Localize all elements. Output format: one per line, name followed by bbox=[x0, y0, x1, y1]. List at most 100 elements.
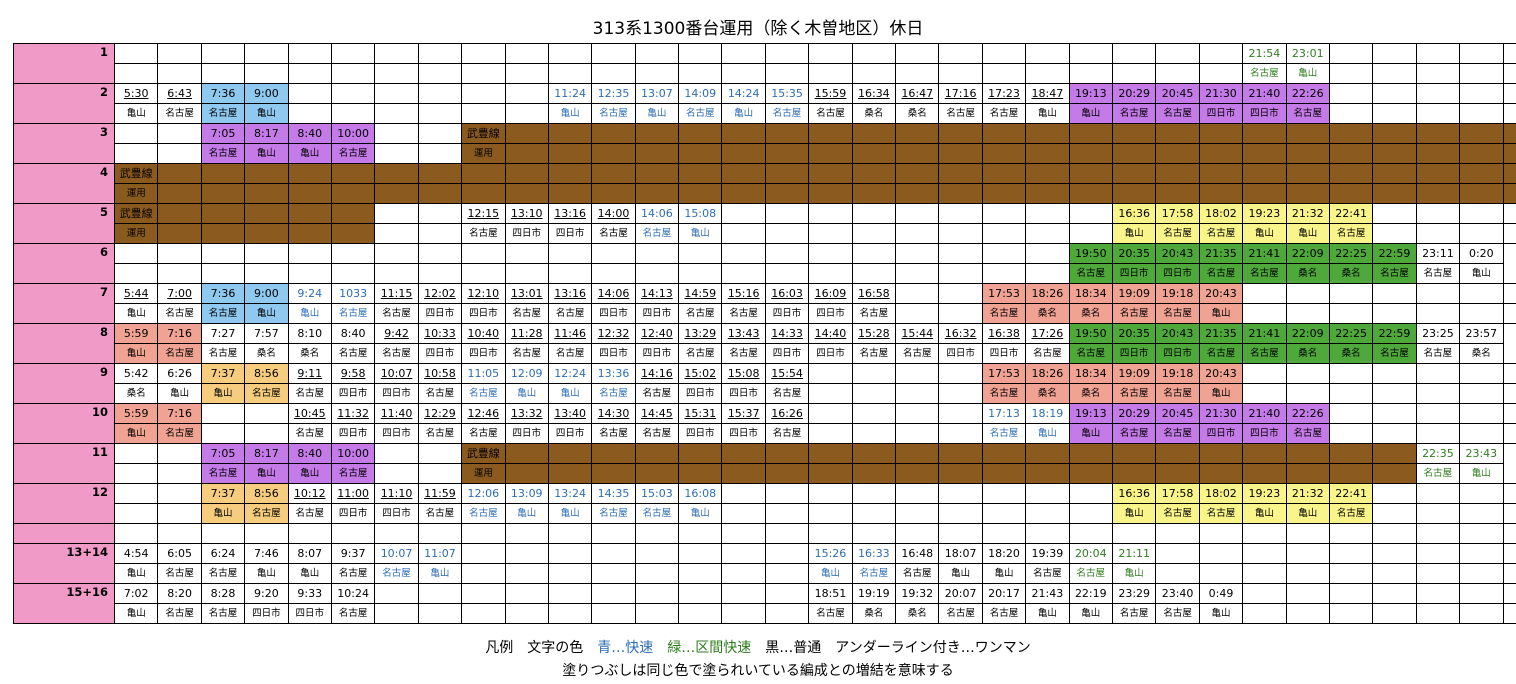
departure-time-cell bbox=[938, 43, 983, 64]
station-cell bbox=[981, 463, 1027, 484]
departure-time-cell: 8:28 bbox=[200, 583, 246, 604]
departure-time-cell: 7:16 bbox=[157, 323, 202, 344]
station-cell bbox=[895, 263, 940, 284]
station-cell bbox=[1502, 303, 1516, 324]
departure-time-cell: 19:23 bbox=[1242, 483, 1287, 504]
departure-time-cell bbox=[1025, 443, 1070, 464]
station-cell: 名古屋 bbox=[851, 343, 897, 364]
departure-time-cell bbox=[287, 43, 332, 64]
departure-time-cell bbox=[851, 363, 897, 384]
departure-time-cell bbox=[200, 243, 246, 264]
station-cell bbox=[157, 143, 202, 164]
station-cell: 四日市 bbox=[808, 303, 853, 324]
station-cell: 名古屋 bbox=[504, 343, 549, 364]
departure-time-cell: 16:08 bbox=[678, 483, 723, 504]
departure-time-cell: 10:00 bbox=[330, 123, 376, 144]
departure-time-cell bbox=[895, 203, 940, 224]
station-cell: 名古屋 bbox=[547, 343, 593, 364]
station-cell bbox=[895, 463, 940, 484]
departure-time-cell: 15:16 bbox=[721, 283, 766, 304]
table-row: 15+16 7:02 8:20 8:28 9:20 9:33 10:24 18:51 19:19… bbox=[13, 583, 1516, 624]
station-cell bbox=[1459, 303, 1504, 324]
station-cell bbox=[721, 223, 766, 244]
station-cell bbox=[634, 63, 680, 84]
station-cell bbox=[591, 63, 636, 84]
station-cell: 名古屋 bbox=[1111, 423, 1157, 444]
station-cell bbox=[1328, 303, 1374, 324]
station-cell: 名古屋 bbox=[461, 383, 506, 404]
station-cell: 名古屋 bbox=[1155, 603, 1200, 624]
departure-time-cell bbox=[461, 163, 506, 184]
station-cell: 亀山 bbox=[157, 383, 202, 404]
departure-time-cell: 18:26 bbox=[1025, 363, 1070, 384]
departure-time-cell bbox=[504, 123, 549, 144]
departure-time-cell bbox=[721, 543, 766, 564]
station-cell: 桑名 bbox=[1459, 343, 1504, 364]
station-cell bbox=[591, 563, 636, 584]
blank-cell bbox=[287, 523, 332, 544]
departure-time-cell: 17:58 bbox=[1155, 203, 1200, 224]
station-cell bbox=[461, 263, 506, 284]
departure-time-cell bbox=[981, 43, 1027, 64]
station-cell bbox=[981, 223, 1027, 244]
departure-time-cell bbox=[1372, 363, 1417, 384]
table-row-stations: 亀山 名古屋 名古屋 桑名 桑名 名古屋 名古屋 四日市 四日市 名古屋 名古屋 四日市 四日市 名古屋名… bbox=[14, 343, 1516, 364]
departure-time-cell bbox=[1242, 583, 1287, 604]
departure-time-cell bbox=[938, 203, 983, 224]
station-cell bbox=[764, 563, 810, 584]
departure-time-cell: 15:35 bbox=[764, 83, 810, 104]
station-cell bbox=[1198, 143, 1244, 164]
departure-time-cell: 12:06 bbox=[461, 483, 506, 504]
departure-time-cell bbox=[1502, 43, 1516, 64]
departure-time-cell bbox=[1372, 443, 1417, 464]
station-cell bbox=[938, 263, 983, 284]
station-cell bbox=[591, 183, 636, 204]
departure-time-cell bbox=[981, 163, 1027, 184]
station-cell: 運用 bbox=[113, 223, 159, 244]
departure-time-cell bbox=[721, 483, 766, 504]
station-cell bbox=[157, 63, 202, 84]
departure-time-cell bbox=[113, 443, 159, 464]
station-cell: 名古屋 bbox=[1198, 343, 1244, 364]
departure-time-cell: 22:59 bbox=[1372, 323, 1417, 344]
station-cell bbox=[938, 303, 983, 324]
legend-separator-2 bbox=[751, 640, 765, 656]
station-cell: 亀山 bbox=[1198, 603, 1244, 624]
departure-time-cell bbox=[200, 43, 246, 64]
departure-time-cell: 18:19 bbox=[1025, 403, 1070, 424]
blank-cell bbox=[244, 523, 289, 544]
departure-time-cell bbox=[417, 583, 463, 604]
departure-time-cell: 19:09 bbox=[1111, 283, 1157, 304]
departure-time-cell: 13:36 bbox=[591, 363, 636, 384]
departure-time-cell: 7:27 bbox=[200, 323, 246, 344]
station-cell bbox=[417, 463, 463, 484]
departure-time-cell: 14:33 bbox=[764, 323, 810, 344]
table-row-stations: 亀山 名古屋 名古屋 四日市 四日市 名古屋 名古屋 桑名 桑名 名古屋 名古屋 亀山 亀山 名古屋 名古屋… bbox=[14, 603, 1516, 624]
blank-cell bbox=[547, 523, 593, 544]
departure-time-cell bbox=[851, 43, 897, 64]
departure-time-cell bbox=[634, 163, 680, 184]
departure-time-cell: 22:19 bbox=[1068, 583, 1113, 604]
departure-time-cell bbox=[764, 163, 810, 184]
departure-time-cell: 8:17 bbox=[244, 123, 289, 144]
departure-time-cell: 9:33 bbox=[287, 583, 332, 604]
station-cell bbox=[1198, 63, 1244, 84]
departure-time-cell bbox=[851, 203, 897, 224]
station-cell: 名古屋 bbox=[721, 343, 766, 364]
departure-time-cell bbox=[938, 363, 983, 384]
station-cell bbox=[157, 263, 202, 284]
table-row-stations: 名古屋 四日市 四日市 名古屋 名古屋 桑名 桑名 名古屋 名古屋 亀山 bbox=[14, 263, 1516, 284]
departure-time-cell bbox=[678, 443, 723, 464]
station-cell: 名古屋 bbox=[1155, 503, 1200, 524]
station-cell: 名古屋 bbox=[981, 383, 1027, 404]
table-row-stations: 桑名 亀山 亀山 名古屋 名古屋 四日市 四日市 名古屋 名古屋 亀山 亀山 名古屋 名古屋 四日市 四日市… bbox=[14, 383, 1516, 404]
departure-time-cell: 17:26 bbox=[1025, 323, 1070, 344]
departure-time-cell bbox=[547, 243, 593, 264]
station-cell: 名古屋 bbox=[287, 423, 332, 444]
station-cell: 名古屋 bbox=[764, 103, 810, 124]
departure-time-cell bbox=[1068, 123, 1113, 144]
station-cell bbox=[1155, 183, 1200, 204]
station-cell: 桑名 bbox=[113, 383, 159, 404]
departure-time-cell: 13:24 bbox=[547, 483, 593, 504]
departure-time-cell: 14:59 bbox=[678, 283, 723, 304]
